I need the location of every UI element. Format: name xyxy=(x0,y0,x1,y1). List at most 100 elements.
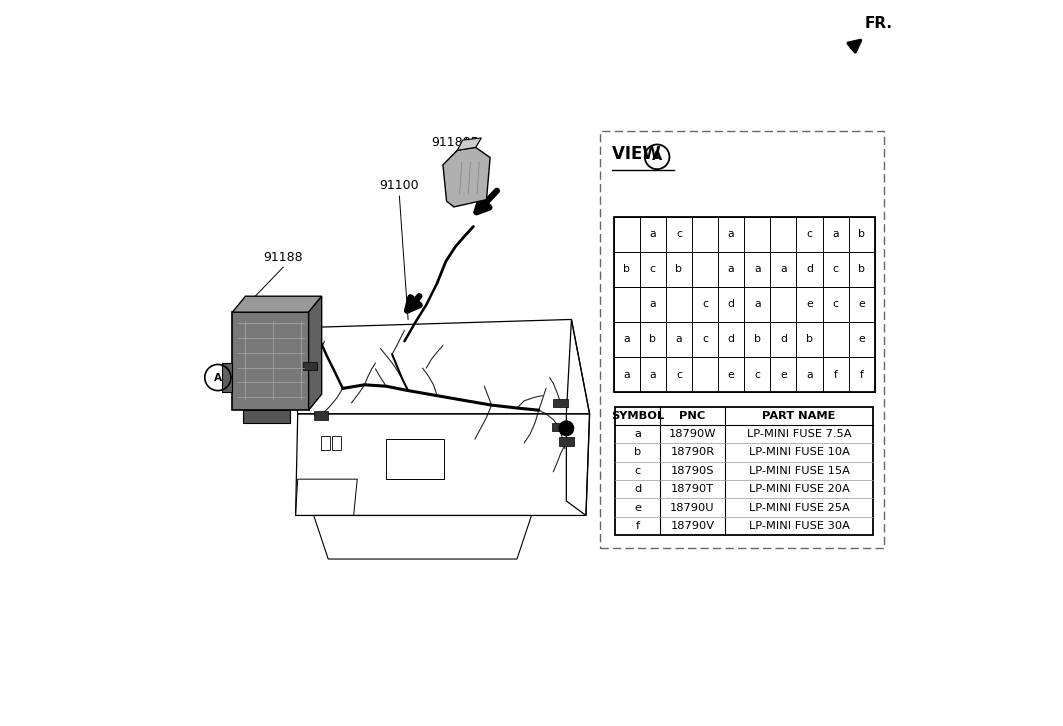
Text: a: a xyxy=(832,229,839,240)
Text: SYMBOL: SYMBOL xyxy=(611,411,664,421)
Bar xyxy=(719,216,744,252)
Text: e: e xyxy=(635,502,641,513)
Text: LP-MINI FUSE 10A: LP-MINI FUSE 10A xyxy=(748,447,849,457)
Bar xyxy=(640,252,665,287)
Bar xyxy=(314,411,328,420)
Text: e: e xyxy=(780,370,787,380)
Bar xyxy=(665,322,692,357)
Text: 18790R: 18790R xyxy=(671,447,714,457)
Bar xyxy=(744,287,771,322)
Text: d: d xyxy=(780,335,787,344)
Circle shape xyxy=(559,421,574,436)
Text: 18790S: 18790S xyxy=(671,466,714,476)
Text: f: f xyxy=(636,521,640,531)
Bar xyxy=(719,322,744,357)
Bar xyxy=(692,322,719,357)
Bar xyxy=(553,399,568,407)
Text: 91188B: 91188B xyxy=(432,136,479,149)
Text: 91188: 91188 xyxy=(264,250,303,264)
Text: e: e xyxy=(859,335,865,344)
Text: a: a xyxy=(780,264,787,274)
Text: a: a xyxy=(728,229,735,240)
Polygon shape xyxy=(222,363,233,392)
Text: a: a xyxy=(649,370,656,380)
Bar xyxy=(771,252,796,287)
Bar xyxy=(552,423,567,431)
Bar xyxy=(796,357,823,392)
Text: a: a xyxy=(649,229,656,240)
Text: LP-MINI FUSE 15A: LP-MINI FUSE 15A xyxy=(748,466,849,476)
Text: c: c xyxy=(832,299,839,309)
Text: LP-MINI FUSE 7.5A: LP-MINI FUSE 7.5A xyxy=(747,429,851,439)
Bar xyxy=(744,322,771,357)
Bar xyxy=(692,357,719,392)
Bar xyxy=(613,217,875,392)
Bar xyxy=(848,252,875,287)
Text: b: b xyxy=(754,335,761,344)
Bar xyxy=(613,252,640,287)
Bar xyxy=(848,287,875,322)
Text: a: a xyxy=(728,264,735,274)
Text: LP-MINI FUSE 25A: LP-MINI FUSE 25A xyxy=(748,502,849,513)
Bar xyxy=(719,252,744,287)
Text: 18790U: 18790U xyxy=(670,502,714,513)
Text: c: c xyxy=(676,370,681,380)
Bar xyxy=(848,322,875,357)
Text: A: A xyxy=(214,372,222,383)
Text: b: b xyxy=(623,264,630,274)
Text: 18790W: 18790W xyxy=(669,429,716,439)
Bar xyxy=(719,287,744,322)
Text: a: a xyxy=(754,264,761,274)
Text: a: a xyxy=(623,370,630,380)
Polygon shape xyxy=(457,138,482,150)
Text: b: b xyxy=(649,335,656,344)
Bar xyxy=(771,287,796,322)
Bar xyxy=(848,216,875,252)
Bar xyxy=(613,322,640,357)
Text: f: f xyxy=(833,370,838,380)
Bar xyxy=(796,252,823,287)
Text: c: c xyxy=(702,299,708,309)
Bar xyxy=(796,287,823,322)
Bar xyxy=(332,436,340,450)
Polygon shape xyxy=(233,296,322,312)
Bar xyxy=(823,216,848,252)
Bar xyxy=(665,216,692,252)
Bar xyxy=(771,216,796,252)
Text: a: a xyxy=(623,335,630,344)
Bar xyxy=(796,216,823,252)
Text: e: e xyxy=(859,299,865,309)
Bar xyxy=(823,252,848,287)
Text: d: d xyxy=(634,484,641,494)
Bar xyxy=(640,287,665,322)
Text: PNC: PNC xyxy=(679,411,706,421)
Bar xyxy=(303,362,318,370)
Text: d: d xyxy=(728,299,735,309)
Bar xyxy=(692,252,719,287)
Text: b: b xyxy=(675,264,682,274)
Bar xyxy=(640,357,665,392)
Text: b: b xyxy=(634,447,641,457)
Text: c: c xyxy=(649,264,656,274)
Bar xyxy=(665,357,692,392)
Text: d: d xyxy=(728,335,735,344)
Text: c: c xyxy=(702,335,708,344)
Bar xyxy=(386,439,444,479)
Bar xyxy=(615,407,874,535)
Bar xyxy=(823,357,848,392)
Bar xyxy=(692,287,719,322)
Bar xyxy=(771,357,796,392)
Text: b: b xyxy=(806,335,813,344)
Bar xyxy=(744,216,771,252)
Text: 18790T: 18790T xyxy=(671,484,714,494)
Bar xyxy=(744,357,771,392)
Bar xyxy=(692,216,719,252)
Bar xyxy=(233,312,308,410)
Bar xyxy=(665,287,692,322)
Bar xyxy=(613,216,640,252)
Text: c: c xyxy=(755,370,760,380)
Text: LP-MINI FUSE 30A: LP-MINI FUSE 30A xyxy=(748,521,849,531)
Bar xyxy=(771,322,796,357)
Bar xyxy=(601,131,883,548)
Bar xyxy=(640,322,665,357)
